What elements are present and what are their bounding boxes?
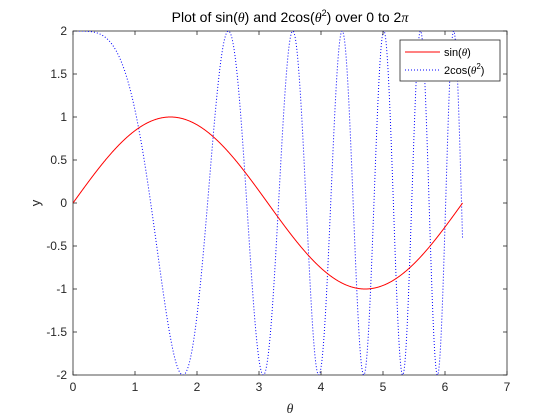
series-line-2cos-theta-squared [73,31,464,375]
legend-label-2cos: 2cos(θ2) [444,62,484,77]
chart-title: Plot of sin(θ) and 2cos(θ2) over 0 to 2π [172,8,410,26]
y-axis-ticks: -2 -1.5 -1 -0.5 0 0.5 1 1.5 2 [46,24,507,382]
x-tick-label: 5 [380,380,387,394]
y-tick-label: 1.5 [50,67,67,81]
x-tick-label: 1 [132,380,139,394]
x-tick-label: 6 [442,380,449,394]
x-tick-label: 0 [70,380,77,394]
plot-area [72,30,508,376]
x-axis-label: θ [287,402,294,417]
x-tick-label: 4 [318,380,325,394]
y-tick-label: 1 [60,110,67,124]
y-axis-label: y [28,199,43,206]
legend-label-sin: sin(θ) [444,47,471,59]
y-tick-label: -1.5 [46,325,67,339]
legend: sin(θ) 2cos(θ2) [399,39,501,82]
legend-box [399,39,501,82]
y-tick-label: 2 [60,24,67,38]
x-tick-label: 2 [194,380,201,394]
x-tick-label: 3 [256,380,263,394]
series-line-sin-theta [73,116,463,290]
series-group [73,31,464,375]
y-tick-label: 0 [60,196,67,210]
y-tick-label: -1 [56,282,67,296]
y-tick-label: -2 [56,368,67,382]
y-tick-label: 0.5 [50,153,67,167]
x-axis-ticks: 0 1 2 3 4 5 6 7 [70,31,511,394]
y-tick-label: -0.5 [46,239,67,253]
x-tick-label: 7 [504,380,511,394]
